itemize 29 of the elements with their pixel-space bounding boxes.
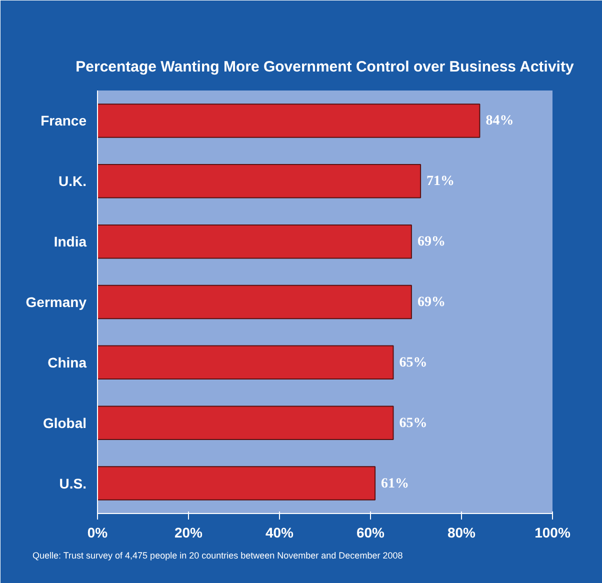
bar [98,224,412,259]
source-note: Quelle: Trust survey of 4,475 people in 20 countries between November and December 2008 [32,550,403,560]
data-label: 69% [417,295,446,310]
y-tick-label: Global [42,414,87,431]
y-tick-label: U.S. [59,475,87,492]
data-label: 84% [486,114,514,129]
bar [98,164,422,198]
data-label: 65% [399,355,428,370]
data-label: 71% [426,174,455,190]
bar [98,466,376,500]
y-tick-label: France [40,112,87,129]
data-label: 69% [417,234,446,250]
chart-title: Percentage Wanting More Government Control over Business Activity [76,58,574,76]
x-tick-label: 40% [265,524,294,540]
data-label: 65% [399,416,428,431]
bar [98,104,480,138]
x-tick-label: 80% [447,524,476,540]
x-tick-label: 20% [174,524,204,540]
bar [98,284,412,320]
y-tick-label: U.K. [58,173,86,190]
y-tick-label: India [54,234,87,250]
y-tick-label: Germany [26,294,87,310]
bar [98,345,394,380]
y-tick-label: China [48,354,87,370]
bar [98,406,394,440]
x-tick-label: 0% [87,524,108,540]
x-tick-label: 100% [534,524,571,540]
x-tick-label: 60% [356,524,386,540]
data-label: 61% [381,476,410,492]
